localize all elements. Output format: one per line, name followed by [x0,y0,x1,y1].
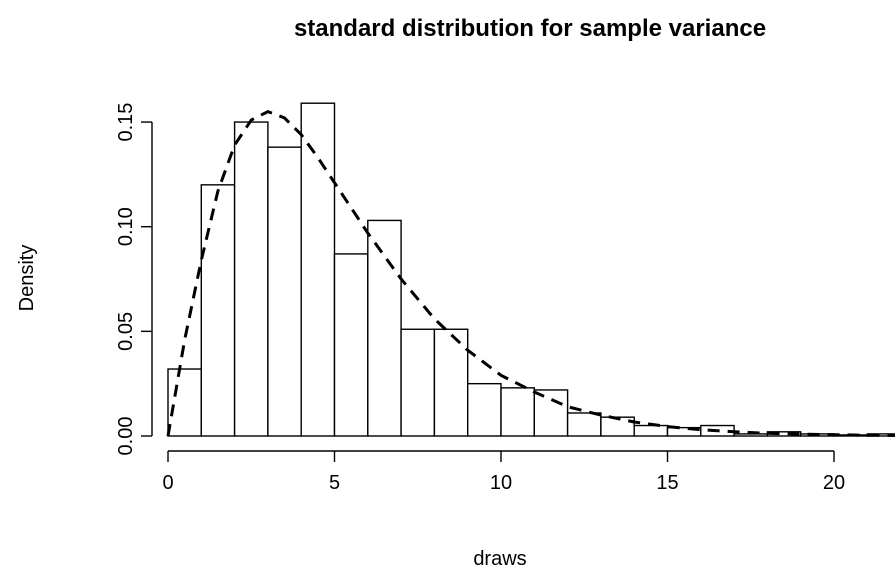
x-tick-label: 0 [162,472,173,494]
histogram-bars [167,102,895,437]
histogram-bar [733,433,769,437]
x-tick-label: 10 [490,472,512,494]
chart-title: standard distribution for sample varianc… [294,15,766,42]
histogram-bar [267,146,302,437]
density-curve-line [166,109,895,437]
histogram-bar [167,368,202,437]
x-tick-label: 20 [823,472,845,494]
histogram-bar [233,121,269,437]
histogram-bar [367,219,402,437]
x-axis: 0 5 10 15 20 [162,450,845,494]
x-tick-label: 5 [329,472,340,494]
x-tick-label: 15 [656,472,678,494]
histogram-bar [866,433,895,437]
histogram-bar [433,328,469,437]
y-tick-label: 0.05 [115,312,137,351]
histogram-bar [333,253,369,437]
y-tick-label: 0.00 [115,417,137,456]
histogram-bar [633,424,669,437]
y-tick-label: 0.10 [115,207,137,246]
y-tick-label: 0.15 [115,103,137,142]
histogram-bar [467,382,502,437]
histogram-bar [200,184,236,437]
y-axis: 0.00 0.05 0.10 0.15 [115,103,153,456]
histogram-bar [400,328,436,437]
y-axis-label: Density [16,245,38,312]
histogram-bar [300,102,336,437]
histogram-bar [500,387,535,437]
histogram-bar [533,389,569,437]
histogram-bar [566,412,602,437]
x-axis-label: draws [473,548,526,570]
